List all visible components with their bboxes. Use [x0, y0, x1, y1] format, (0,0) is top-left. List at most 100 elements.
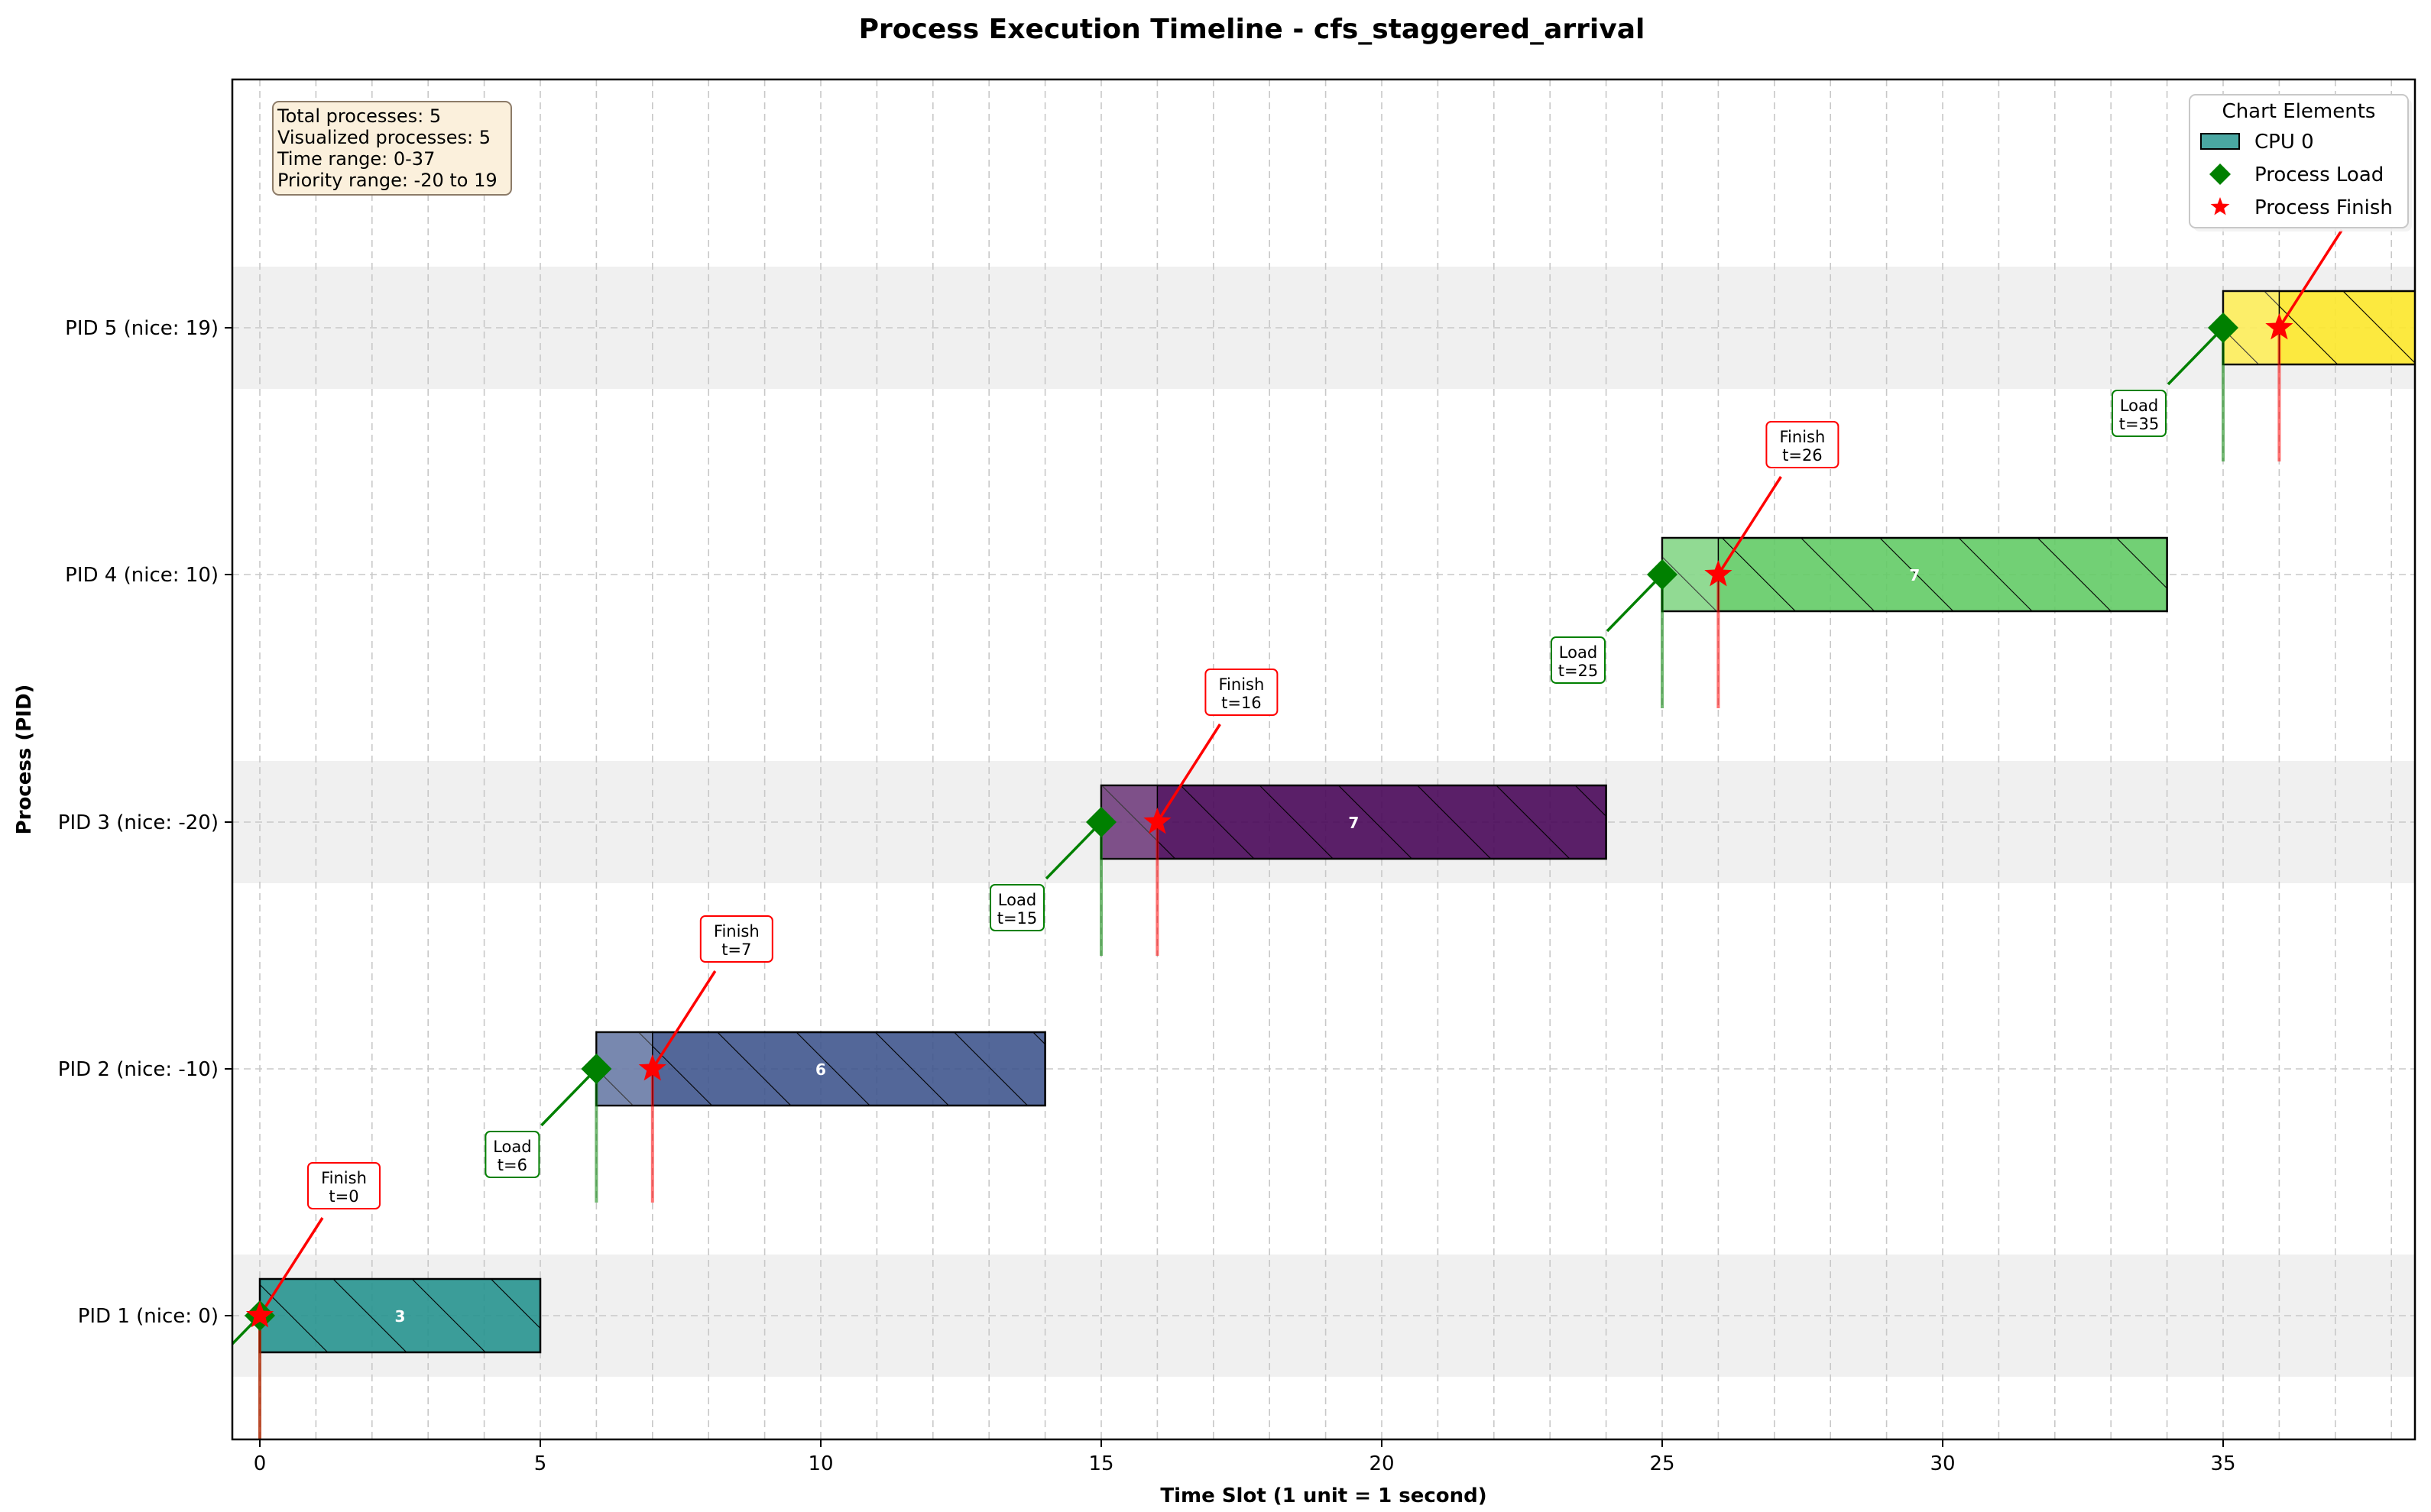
load-annotation-text: Load	[2120, 397, 2158, 415]
x-tick-label: 25	[1649, 1452, 1674, 1475]
finish-annotation-frame	[699, 915, 773, 963]
x-tick-label: 5	[534, 1452, 547, 1475]
finish-annotation-text: Finish	[1780, 428, 1826, 446]
load-annotation-frame	[990, 884, 1045, 931]
plot-content: 3Loadt=0Finisht=06Loadt=6Finisht=77Loadt…	[149, 163, 2415, 1439]
load-annotation-frame	[149, 1378, 203, 1424]
load-annotation-text: t=0	[160, 1403, 190, 1421]
legend-item-label: Process Finish	[2254, 196, 2393, 219]
chart-title: Process Execution Timeline - cfs_stagger…	[859, 14, 1645, 45]
load-arrow	[2167, 326, 2225, 386]
finish-annotation-text: t=16	[1221, 694, 1262, 712]
execution-bar-hatch	[1101, 785, 1606, 859]
load-annotation-text: t=6	[498, 1156, 527, 1174]
info-line: Total processes: 5	[277, 105, 441, 127]
x-axis-label: Time Slot (1 unit = 1 second)	[1160, 1484, 1486, 1507]
finish-marker	[245, 1301, 274, 1328]
x-tick-label: 35	[2210, 1452, 2235, 1475]
info-box-frame	[272, 101, 512, 196]
load-marker	[1086, 807, 1117, 837]
finish-arrow	[258, 1217, 324, 1316]
finish-annotation-text: t=7	[721, 941, 751, 959]
finish-marker	[1704, 560, 1732, 587]
load-annotation-text: t=25	[1558, 662, 1599, 680]
finish-annotation-text: t=26	[1782, 446, 1823, 465]
finish-annotation-frame	[1765, 421, 1839, 468]
legend: Chart Elements CPU 0 Process Load Process F…	[2189, 94, 2412, 231]
load-annotation-frame	[1551, 636, 1606, 684]
finish-annotation-text: Finish	[1219, 675, 1265, 694]
finish-annotation-frame	[307, 1162, 381, 1209]
x-tick-label: 0	[254, 1452, 267, 1475]
bar-label: 7	[1348, 814, 1359, 832]
legend-title: Chart Elements	[2222, 100, 2376, 123]
load-annotation-frame	[485, 1131, 540, 1178]
finish-arrow	[1716, 476, 1782, 575]
x-axis: 0 5 10 15 20 25 30 35	[254, 1439, 2236, 1475]
x-tick-label: 20	[1369, 1452, 1394, 1475]
load-arrow	[540, 1067, 598, 1127]
legend-swatch-bar	[2200, 133, 2240, 150]
load-annotation-frame	[2112, 390, 2167, 437]
y-axis-label: Process (PID)	[13, 685, 36, 835]
info-line: Priority range: -20 to 19	[277, 170, 498, 191]
legend-frame	[2189, 94, 2409, 228]
x-tick-label: 15	[1088, 1452, 1113, 1475]
y-axis: PID 1 (nice: 0) PID 2 (nice: -10) PID 3 (n…	[58, 317, 232, 1328]
info-line: Visualized processes: 5	[277, 127, 491, 148]
x-tick-label: 30	[1930, 1452, 1955, 1475]
finish-arrow	[651, 970, 717, 1070]
bar-label: 3	[395, 1307, 406, 1326]
y-tick-label: PID 2 (nice: -10)	[58, 1058, 219, 1081]
load-arrow	[1606, 573, 1664, 633]
execution-bar-hatch	[2223, 291, 2415, 364]
finish-annotation-frame	[1204, 669, 1279, 716]
y-tick-label: PID 3 (nice: -20)	[58, 811, 219, 834]
bar-label: 6	[815, 1060, 826, 1079]
x-tick-label: 10	[808, 1452, 833, 1475]
plot-frame	[231, 78, 2416, 1441]
load-marker	[581, 1054, 612, 1084]
finish-marker	[638, 1054, 666, 1081]
load-arrow	[1045, 821, 1103, 880]
finish-marker	[2265, 313, 2293, 340]
load-annotation-text: Load	[1559, 643, 1597, 662]
legend-item-label: Process Load	[2254, 164, 2384, 186]
bar-label: 7	[1909, 566, 1920, 584]
legend-swatch-diamond	[2209, 164, 2231, 185]
load-marker	[1647, 559, 1677, 590]
load-arrow	[232, 1314, 261, 1346]
load-marker	[2208, 312, 2238, 343]
legend-swatch-star	[2210, 197, 2230, 215]
finish-arrow	[1156, 724, 1221, 823]
finish-marker	[1143, 808, 1172, 834]
plot-area: 3Loadt=0Finisht=06Loadt=6Finisht=77Loadt…	[149, 78, 2416, 1441]
legend-item-label: CPU 0	[2254, 131, 2314, 154]
finish-annotation-text: t=0	[329, 1187, 358, 1206]
load-annotation-text: t=15	[997, 909, 1038, 928]
execution-bar-hatch	[1662, 538, 2167, 611]
load-annotation-text: Load	[998, 891, 1036, 909]
finish-arrow	[2277, 229, 2343, 329]
execution-bar-hatch	[260, 1279, 540, 1352]
y-tick-label: PID 4 (nice: 10)	[65, 564, 219, 587]
finish-annotation-text: Finish	[321, 1169, 367, 1187]
finish-annotation-text: Finish	[714, 922, 760, 941]
info-line: Time range: 0-37	[277, 148, 435, 170]
load-annotation-text: t=35	[2119, 415, 2160, 433]
load-annotation-text: Load	[493, 1138, 531, 1156]
load-annotation-text: Load	[157, 1384, 195, 1403]
execution-bar-hatch	[596, 1032, 1045, 1106]
y-tick-label: PID 1 (nice: 0)	[78, 1305, 219, 1328]
